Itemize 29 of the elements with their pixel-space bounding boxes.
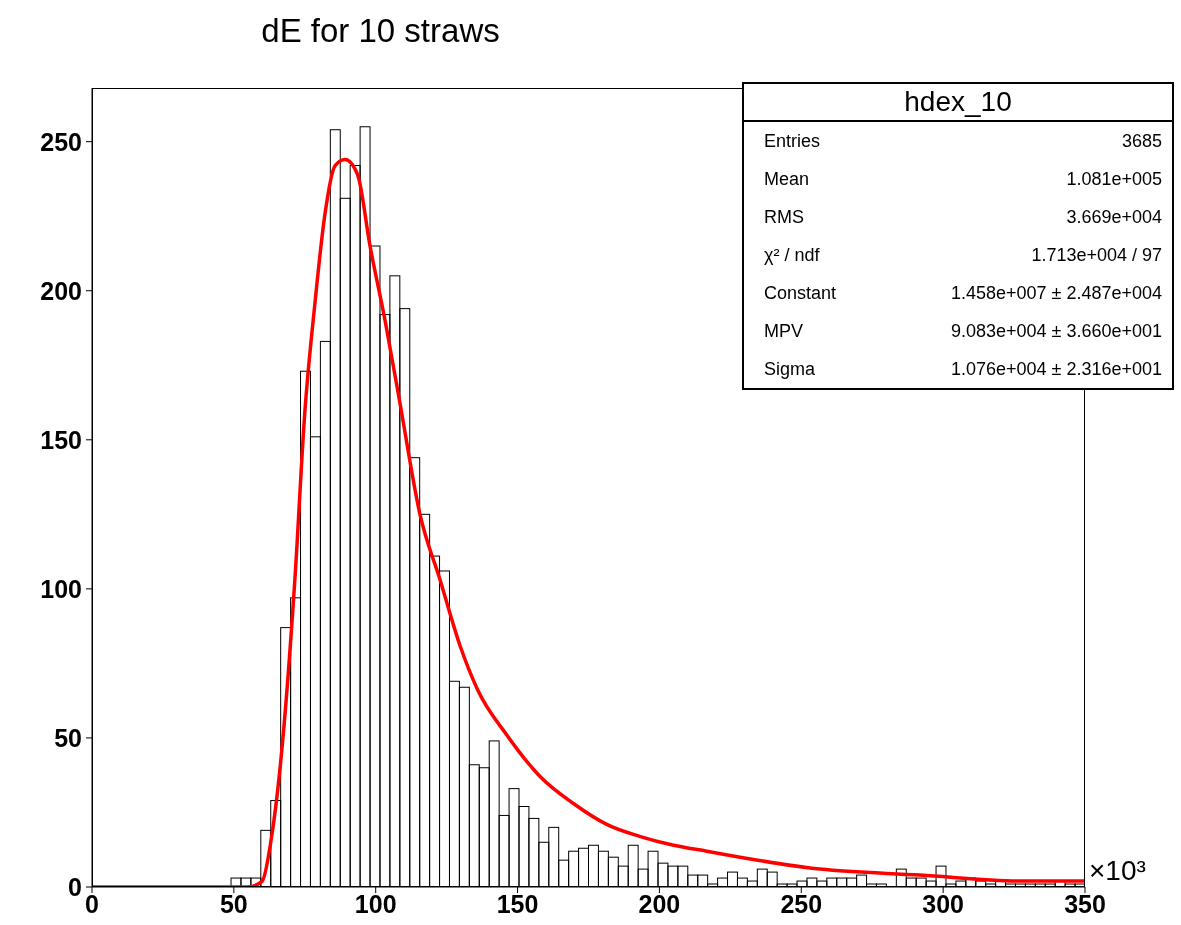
annotation: hdex_10 bbox=[744, 84, 1172, 122]
annotation: Constant bbox=[764, 282, 837, 304]
x-tick-label: 250 bbox=[780, 889, 823, 918]
annotation: 1.076e+004 ± 2.316e+001 bbox=[950, 358, 1162, 380]
annotation: 1.081e+005 bbox=[1066, 168, 1162, 190]
annotation: Sigma bbox=[764, 358, 816, 380]
annotation: MPV bbox=[764, 320, 804, 342]
x-tick-label: 350 bbox=[1064, 889, 1106, 918]
x-tick-label: 50 bbox=[219, 889, 248, 918]
x-tick-label: 200 bbox=[638, 889, 681, 918]
annotation: 1.458e+007 ± 2.487e+004 bbox=[950, 282, 1162, 304]
y-tick-label: 250 bbox=[40, 127, 82, 156]
chart-title: dE for 10 straws bbox=[260, 12, 501, 50]
x-tick-label: 100 bbox=[354, 889, 397, 918]
annotation: 3.669e+004 bbox=[1066, 206, 1162, 228]
x-axis-title: ×10³ bbox=[1089, 855, 1146, 887]
text: 3685 bbox=[1121, 130, 1162, 152]
x-tick-label: 150 bbox=[496, 889, 539, 918]
y-tick-label: 150 bbox=[40, 425, 82, 454]
annotation: 1.713e+004 / 97 bbox=[1031, 244, 1162, 266]
y-tick-label: 100 bbox=[40, 574, 82, 603]
annotation: 9.083e+004 ± 3.660e+001 bbox=[950, 320, 1162, 342]
x-tick-label: 300 bbox=[922, 889, 964, 918]
annotation: RMS bbox=[764, 206, 804, 228]
y-tick-label: 50 bbox=[54, 723, 82, 752]
y-tick-label: 200 bbox=[40, 276, 82, 305]
annotation: χ² / ndf bbox=[764, 244, 820, 266]
annotation: Entries bbox=[764, 130, 821, 152]
annotation: Mean bbox=[764, 168, 810, 190]
